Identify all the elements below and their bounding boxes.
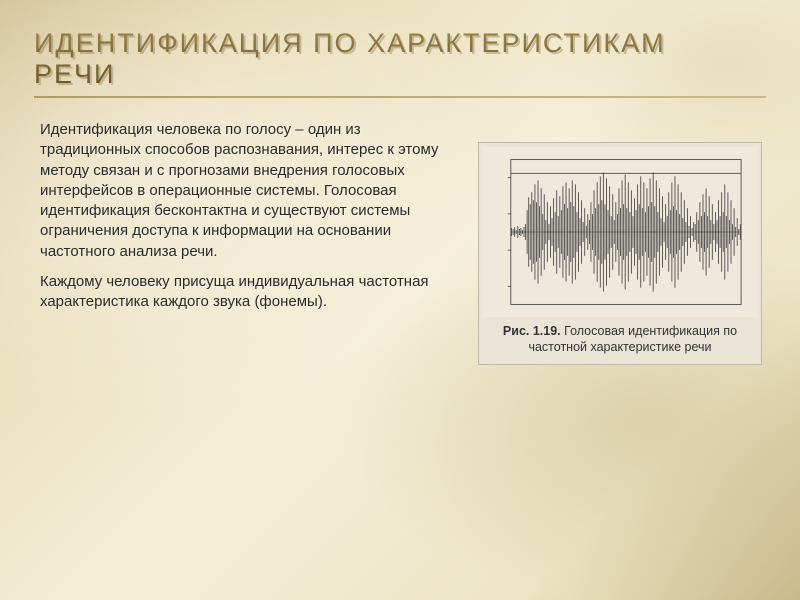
slide-container: Идентификация по характеристикам речи Ид… (0, 0, 800, 600)
body-paragraph-2: Каждому человеку присуща индивидуальная … (40, 272, 454, 313)
title-underline (34, 96, 766, 98)
waveform-chart (483, 147, 757, 317)
slide-title: Идентификация по характеристикам речи Ид… (34, 28, 766, 90)
body-paragraph-1: Идентификация человека по голосу – один … (40, 120, 454, 262)
figure-column: Рис. 1.19. Голосовая идентификация по ча… (474, 120, 766, 365)
content-row: Идентификация человека по голосу – один … (34, 120, 766, 365)
text-column: Идентификация человека по голосу – один … (34, 120, 454, 365)
title-line1: Идентификация по характеристикам (34, 28, 666, 58)
title-main: Идентификация по характеристикам речи (34, 28, 766, 90)
figure-caption: Рис. 1.19. Голосовая идентификация по ча… (483, 323, 757, 356)
waveform-svg (483, 147, 757, 317)
figure-label: Рис. 1.19. (503, 324, 561, 338)
figure-box: Рис. 1.19. Голосовая идентификация по ча… (478, 142, 762, 365)
title-line2: речи (34, 59, 115, 89)
